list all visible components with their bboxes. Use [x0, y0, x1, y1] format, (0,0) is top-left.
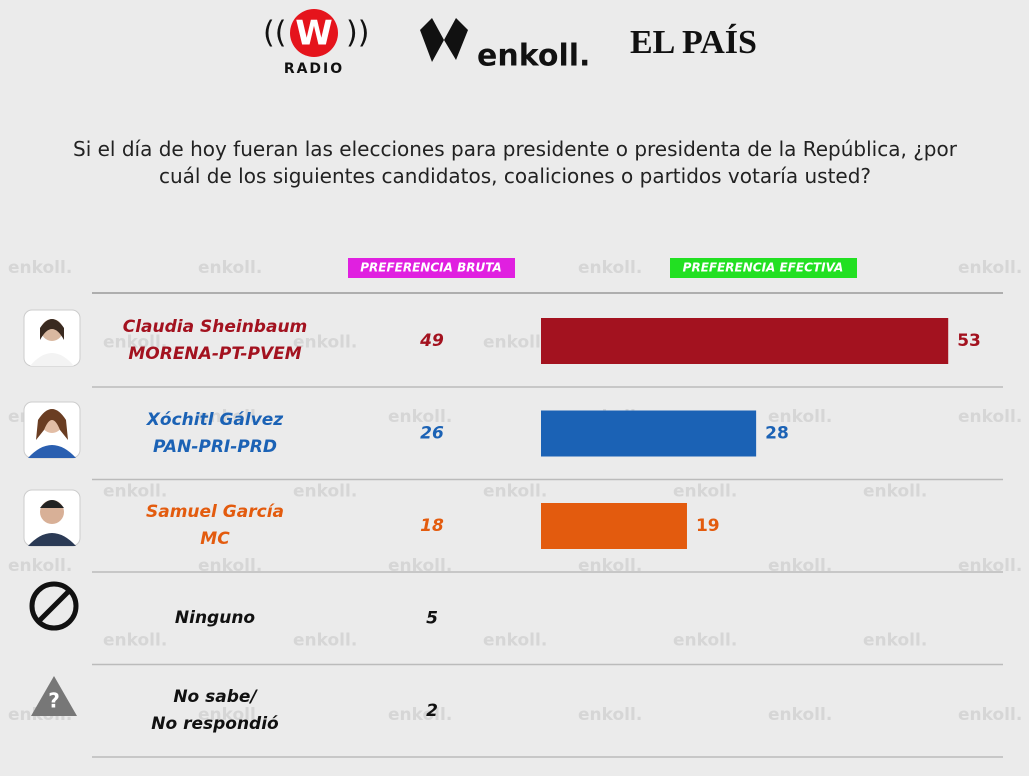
column-header: PREFERENCIA EFECTIVA: [683, 261, 844, 275]
watermark: enkoll.: [388, 407, 452, 427]
header-bg: [670, 258, 857, 278]
watermark: enkoll.: [293, 482, 357, 502]
watermark: enkoll.: [958, 258, 1022, 278]
watermark: enkoll.: [863, 631, 927, 651]
photo: [23, 401, 81, 459]
watermark: enkoll.: [578, 705, 642, 725]
header-bg: [348, 258, 515, 278]
watermark: enkoll.: [198, 258, 262, 278]
watermark: enkoll.: [388, 556, 452, 576]
enkoll-logo: enkoll.: [477, 39, 590, 74]
raw-value: 18: [420, 516, 444, 536]
effective-value: 28: [765, 424, 789, 444]
bar: [541, 318, 949, 364]
ban-icon: [29, 581, 79, 631]
photo: [23, 309, 81, 367]
raw-value: 5: [426, 609, 438, 629]
svg-text:?: ?: [48, 689, 60, 713]
party-name: MORENA-PT-PVEM: [128, 344, 302, 364]
watermark: enkoll.: [483, 482, 547, 502]
photo: [23, 489, 81, 547]
watermark: enkoll.: [673, 482, 737, 502]
watermark: enkoll.: [8, 556, 72, 576]
category-name: Samuel García: [146, 502, 284, 522]
watermark: enkoll.: [578, 556, 642, 576]
category-name: Claudia Sheinbaum: [122, 317, 308, 337]
watermark: enkoll.: [198, 556, 262, 576]
raw-value: 49: [419, 331, 444, 351]
category-name: Xóchitl Gálvez: [146, 409, 284, 430]
radio-wave: ((: [263, 16, 286, 51]
category-name: Ninguno: [174, 608, 256, 628]
radio-name: RADIO: [284, 61, 344, 77]
el-pais-logo: EL PAÍS: [630, 24, 757, 61]
watermark: enkoll.: [768, 407, 832, 427]
watermark: enkoll.: [103, 631, 167, 651]
radio-wave: )): [346, 16, 369, 51]
watermark: enkoll.: [198, 705, 262, 725]
party-name: MC: [200, 529, 230, 549]
watermark: enkoll.: [958, 407, 1022, 427]
raw-value: 26: [420, 424, 444, 444]
watermark: enkoll.: [673, 631, 737, 651]
watermark: enkoll.: [768, 556, 832, 576]
watermark: enkoll.: [388, 705, 452, 725]
question: Si el día de hoy fueran las elecciones p…: [73, 137, 957, 188]
watermark: enkoll.: [103, 482, 167, 502]
effective-value: 53: [957, 331, 981, 351]
watermark: enkoll.: [863, 482, 927, 502]
raw-value: 2: [426, 701, 438, 721]
radio-mark: W: [295, 14, 333, 54]
enkoll-icon: [420, 18, 468, 62]
watermark: enkoll.: [198, 407, 262, 427]
party-name: PAN-PRI-PRD: [153, 436, 277, 457]
column-header: PREFERENCIA BRUTA: [360, 261, 502, 275]
watermark: enkoll.: [768, 705, 832, 725]
watermark: enkoll.: [293, 333, 357, 353]
bar: [541, 503, 687, 549]
watermark: enkoll.: [483, 333, 547, 353]
question-icon: ?: [31, 676, 77, 716]
bar: [541, 410, 757, 457]
watermark: enkoll.: [578, 258, 642, 278]
category-name: No sabe/ No respondió: [151, 687, 279, 734]
watermark: enkoll.: [103, 333, 167, 353]
radio-circle: [290, 9, 338, 57]
watermark: enkoll.: [483, 631, 547, 651]
effective-value: 19: [696, 516, 720, 536]
watermark: enkoll.: [293, 631, 357, 651]
watermark: enkoll.: [8, 258, 72, 278]
watermark: enkoll.: [958, 556, 1022, 576]
watermark: enkoll.: [958, 705, 1022, 725]
